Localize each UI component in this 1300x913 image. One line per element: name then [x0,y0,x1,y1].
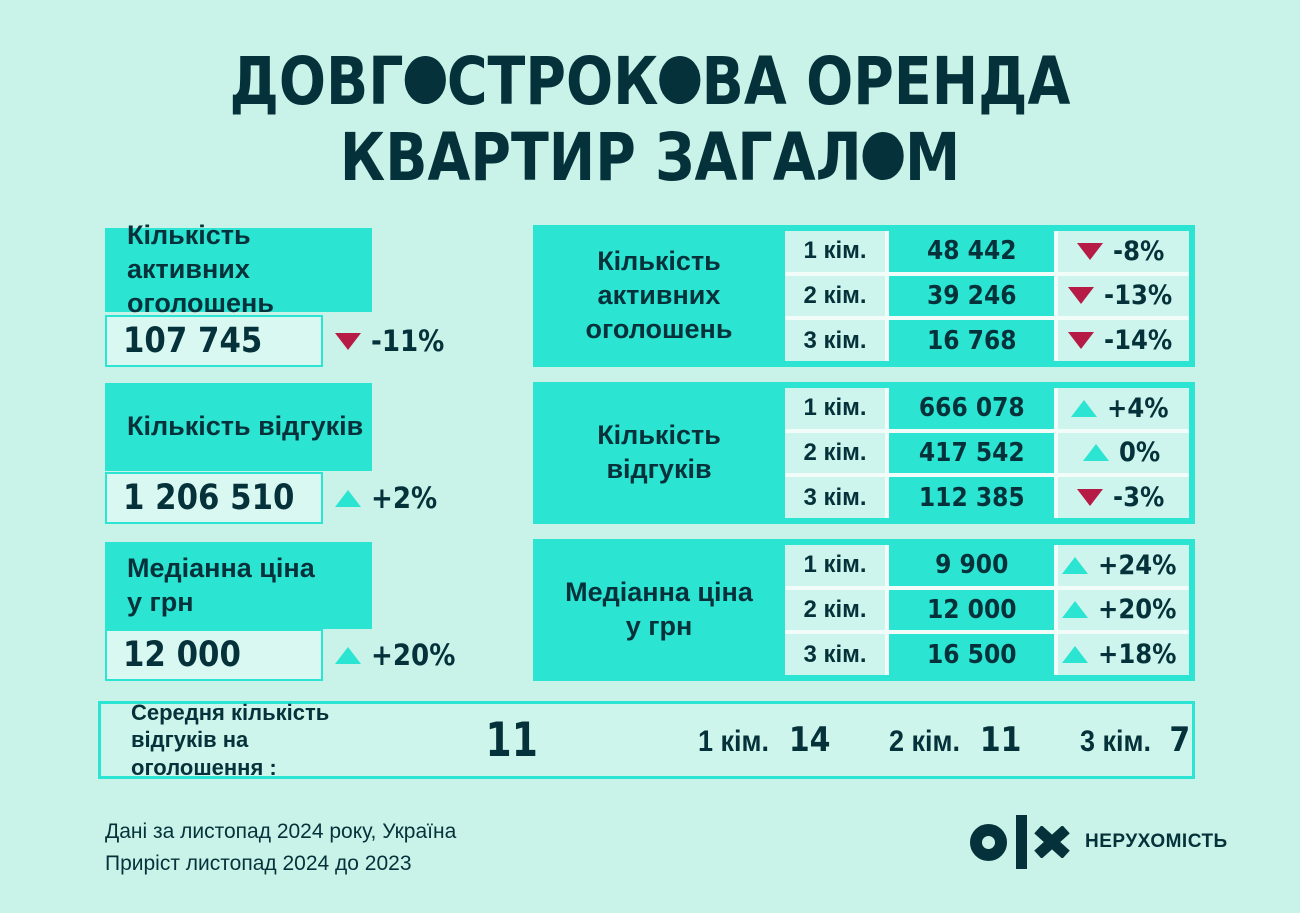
room-cell: 3 кім. [785,320,885,361]
change-indicator: +20% [335,638,465,672]
olx-x-icon [1034,826,1070,858]
card-responses-label: Кількість відгуків [105,383,372,471]
median-price-value: 12 000 [123,635,241,675]
change-cell: -8% [1058,231,1189,272]
average-responses-items: 1 кім. 14 2 кім. 11 3 кім. 7 [694,720,1192,760]
change-indicator: +2% [335,481,445,515]
table-median-price-by-rooms: Медіанна ціна у грн 1 кім. 9 900 +24% 2 … [533,539,1195,681]
up-arrow-icon [335,489,361,507]
value-cell: 16 768 [889,320,1054,361]
value-box: 12 000 [105,629,323,681]
change-cell: +4% [1058,388,1189,429]
up-arrow-icon [335,646,361,664]
card-active-listings-value-row: 107 745 -11% [105,313,452,369]
room-cell: 1 кім. [785,231,885,272]
avg-item-2room: 2 кім. 11 [889,720,1022,760]
change-cell: +18% [1058,634,1189,675]
value-cell: 48 442 [889,231,1054,272]
change-cell: -14% [1058,320,1189,361]
table-grid: 1 кім. 9 900 +24% 2 кім. 12 000 +20% 3 к… [785,545,1189,675]
average-responses-bar: Середня кількість відгуків на оголошення… [98,699,1195,780]
room-cell: 2 кім. [785,275,885,317]
up-arrow-icon [1082,444,1109,462]
room-cell: 1 кім. [785,545,885,586]
median-price-change: +20% [371,638,456,672]
solid-o-glyph: О [659,56,701,104]
average-responses-total: 11 [485,712,538,768]
olx-bar-icon [1016,815,1027,869]
title-line-2: КВАРТИР ЗАГАЛОМ [339,119,961,196]
average-responses-label: Середня кількість відгуків на оголошення… [131,699,330,780]
card-responses-value-row: 1 206 510 +2% [105,470,445,526]
change-cell: +24% [1058,545,1189,586]
avg-item-3room: 3 кім. 7 [1080,720,1191,760]
olx-o-icon [970,823,1007,861]
down-arrow-icon [1067,287,1094,305]
table-grid: 1 кім. 48 442 -8% 2 кім. 39 246 -13% 3 к… [785,231,1189,361]
card-median-price-label: Медіанна ціна у грн [105,542,372,629]
value-cell: 417 542 [889,432,1054,474]
down-arrow-icon [1076,242,1103,260]
value-cell: 666 078 [889,388,1054,429]
card-median-price-value-row: 12 000 +20% [105,627,465,683]
up-arrow-icon [1071,399,1098,417]
table-label: Кількість активних оголошень [585,246,733,344]
data-source-notes: Дані за листопад 2024 року, Україна Прир… [105,820,457,875]
down-arrow-icon [1076,489,1103,507]
avg-item-1room: 1 кім. 14 [697,720,831,760]
table-active-listings-by-rooms: Кількість активних оголошень 1 кім. 48 4… [533,225,1195,367]
up-arrow-icon [1061,601,1088,619]
value-cell: 112 385 [889,477,1054,518]
solid-o-glyph: О [404,56,446,104]
brand-name: НЕРУХОМІСТЬ [1085,831,1228,852]
page-title: ДОВГОСТРОКОВА ОРЕНДА КВАРТИР ЗАГАЛОМ [0,44,1300,196]
value-box: 107 745 [105,315,323,367]
change-cell: -13% [1058,275,1189,317]
room-cell: 3 кім. [785,634,885,675]
value-box: 1 206 510 [105,472,323,524]
table-label: Кількість відгуків [597,420,721,484]
card-active-listings-label: Кількість активних оголошень [105,220,372,318]
value-cell: 16 500 [889,634,1054,675]
room-cell: 1 кім. [785,388,885,429]
value-cell: 12 000 [889,589,1054,631]
table-responses-by-rooms: Кількість відгуків 1 кім. 666 078 +4% 2 … [533,382,1195,524]
down-arrow-icon [1067,332,1094,350]
up-arrow-icon [1061,646,1088,664]
down-arrow-icon [335,332,361,350]
responses-value: 1 206 510 [123,478,295,518]
table-grid: 1 кім. 666 078 +4% 2 кім. 417 542 0% 3 к… [785,388,1189,518]
change-indicator: -11% [335,324,452,358]
value-cell: 9 900 [889,545,1054,586]
active-listings-change: -11% [371,324,445,358]
room-cell: 3 кім. [785,477,885,518]
active-listings-value: 107 745 [123,321,263,361]
room-cell: 2 кім. [785,589,885,631]
title-line-1: ДОВГОСТРОКОВА ОРЕНДА [229,43,1071,120]
change-cell: 0% [1058,432,1189,474]
olx-logo: НЕРУХОМІСТЬ [970,812,1228,872]
room-cell: 2 кім. [785,432,885,474]
solid-o-glyph: О [862,132,904,180]
table-label: Медіанна ціна у грн [565,577,753,641]
change-cell: -3% [1058,477,1189,518]
responses-change: +2% [371,481,438,515]
value-cell: 39 246 [889,275,1054,317]
change-cell: +20% [1058,589,1189,631]
up-arrow-icon [1061,556,1088,574]
